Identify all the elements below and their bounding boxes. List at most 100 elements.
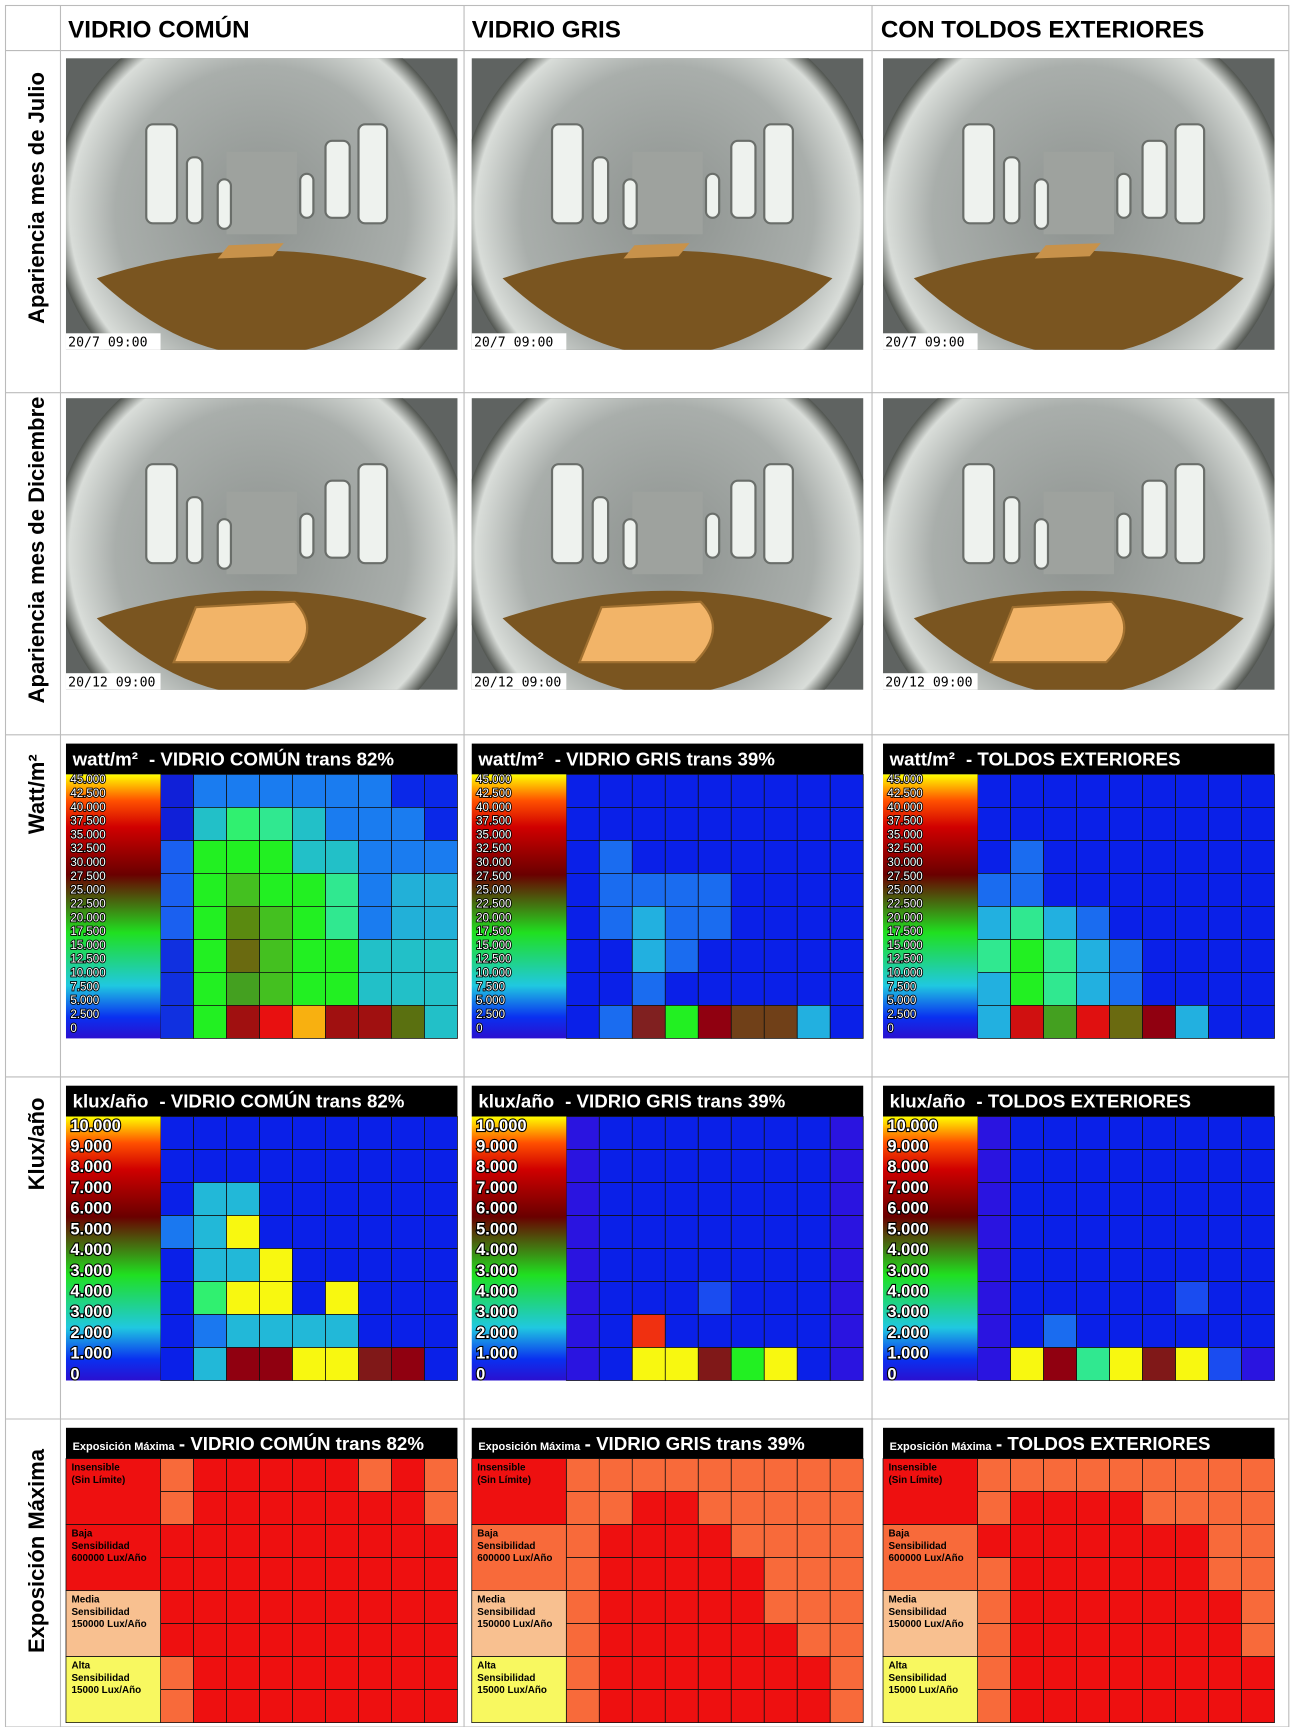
heat-cell	[632, 1690, 665, 1723]
level-label: Alta	[477, 1661, 496, 1672]
scale-label: 1.000	[887, 1345, 928, 1363]
level-label: Sensibilidad	[477, 1541, 535, 1552]
level-label: (Sin Límite)	[889, 1475, 943, 1486]
heat-cell	[764, 906, 797, 939]
heat-cell	[227, 807, 260, 840]
level-label: (Sin Límite)	[477, 1475, 531, 1486]
heat-cell	[665, 873, 698, 906]
scale-label: 7.000	[476, 1179, 517, 1197]
heat-cell	[566, 1525, 599, 1558]
heat-cell	[731, 1315, 764, 1348]
heat-cell	[424, 1459, 457, 1492]
heat-cell	[1077, 1315, 1110, 1348]
heat-cell	[1209, 1005, 1242, 1038]
heat-cell	[325, 1624, 358, 1657]
heat-cell	[325, 1282, 358, 1315]
scale-label: 22.500	[70, 898, 105, 910]
heat-cell	[424, 1690, 457, 1723]
heat-cell	[424, 1117, 457, 1150]
heat-cell	[227, 1591, 260, 1624]
heat-cell	[665, 1249, 698, 1282]
scale-label: 12.500	[476, 954, 511, 966]
heat-cell	[1011, 1249, 1044, 1282]
level-label: Insensible	[477, 1463, 526, 1474]
heat-cell	[161, 1249, 194, 1282]
heat-cell	[978, 939, 1011, 972]
heat-cell	[1044, 1282, 1077, 1315]
scale-label: 4.000	[476, 1283, 517, 1301]
column-header: VIDRIO GRIS	[472, 16, 621, 43]
heat-cell	[797, 1348, 830, 1381]
heat-cell	[1176, 1492, 1209, 1525]
heat-cell	[194, 1315, 227, 1348]
heat-cell	[1110, 1282, 1143, 1315]
scale-label: 25.000	[476, 885, 511, 897]
heat-cell	[632, 1005, 665, 1038]
heat-cell	[424, 1624, 457, 1657]
panel-name: - VIDRIO GRIS trans 39%	[585, 1433, 806, 1454]
heat-cell	[227, 873, 260, 906]
heat-cell	[978, 1348, 1011, 1381]
window	[552, 124, 583, 223]
timestamp: 20/7 09:00	[68, 335, 147, 350]
heat-cell	[731, 1216, 764, 1249]
heat-cell	[1110, 1690, 1143, 1723]
heat-cell	[830, 873, 863, 906]
heat-cell	[698, 807, 731, 840]
heat-cell	[830, 1249, 863, 1282]
heat-cell	[391, 807, 424, 840]
heat-cell	[194, 972, 227, 1005]
heat-cell	[1077, 1624, 1110, 1657]
heat-cell	[978, 1005, 1011, 1038]
heat-cell	[424, 1150, 457, 1183]
heat-cell	[1143, 939, 1176, 972]
window	[146, 464, 177, 563]
heat-cell	[1242, 1492, 1275, 1525]
heat-cell	[391, 1591, 424, 1624]
sunlight	[174, 602, 307, 663]
heat-cell	[1209, 1315, 1242, 1348]
heat-cell	[830, 807, 863, 840]
heat-cell	[260, 1459, 293, 1492]
scale-label: 27.500	[887, 871, 922, 883]
heat-cell	[391, 1315, 424, 1348]
heat-cell	[1077, 1492, 1110, 1525]
heat-cell	[260, 1282, 293, 1315]
heat-cell	[978, 1657, 1011, 1690]
heat-cell	[194, 774, 227, 807]
heat-cell	[665, 1657, 698, 1690]
heat-cell	[391, 1249, 424, 1282]
level-label: Alta	[71, 1661, 90, 1672]
heat-cell	[764, 1150, 797, 1183]
level-label: Sensibilidad	[477, 1673, 535, 1684]
heat-cell	[830, 1005, 863, 1038]
heat-cell	[566, 774, 599, 807]
heat-cell	[293, 1690, 326, 1723]
heat-cell	[293, 1459, 326, 1492]
heat-cell	[161, 1525, 194, 1558]
panel-unit: klux/año	[478, 1091, 554, 1112]
window	[1035, 179, 1048, 229]
heat-cell	[260, 1348, 293, 1381]
heat-cell	[1011, 1525, 1044, 1558]
heat-cell	[1077, 1690, 1110, 1723]
scale-label: 32.500	[476, 843, 511, 855]
heat-cell	[358, 972, 391, 1005]
panel-unit: klux/año	[890, 1091, 966, 1112]
heat-cell	[978, 1624, 1011, 1657]
scale-label: 45.000	[887, 774, 922, 786]
heat-cell	[1209, 873, 1242, 906]
heat-cell	[797, 1249, 830, 1282]
heat-cell	[599, 807, 632, 840]
heat-cell	[599, 1558, 632, 1591]
heat-cell	[599, 1249, 632, 1282]
heat-cell	[698, 1282, 731, 1315]
heat-cell	[764, 840, 797, 873]
heat-cell	[797, 1624, 830, 1657]
scale-label: 5.000	[70, 1220, 111, 1238]
heat-cell	[1011, 774, 1044, 807]
heat-cell	[391, 1183, 424, 1216]
heat-cell	[698, 1216, 731, 1249]
heat-cell	[1242, 1591, 1275, 1624]
heat-cell	[424, 1657, 457, 1690]
